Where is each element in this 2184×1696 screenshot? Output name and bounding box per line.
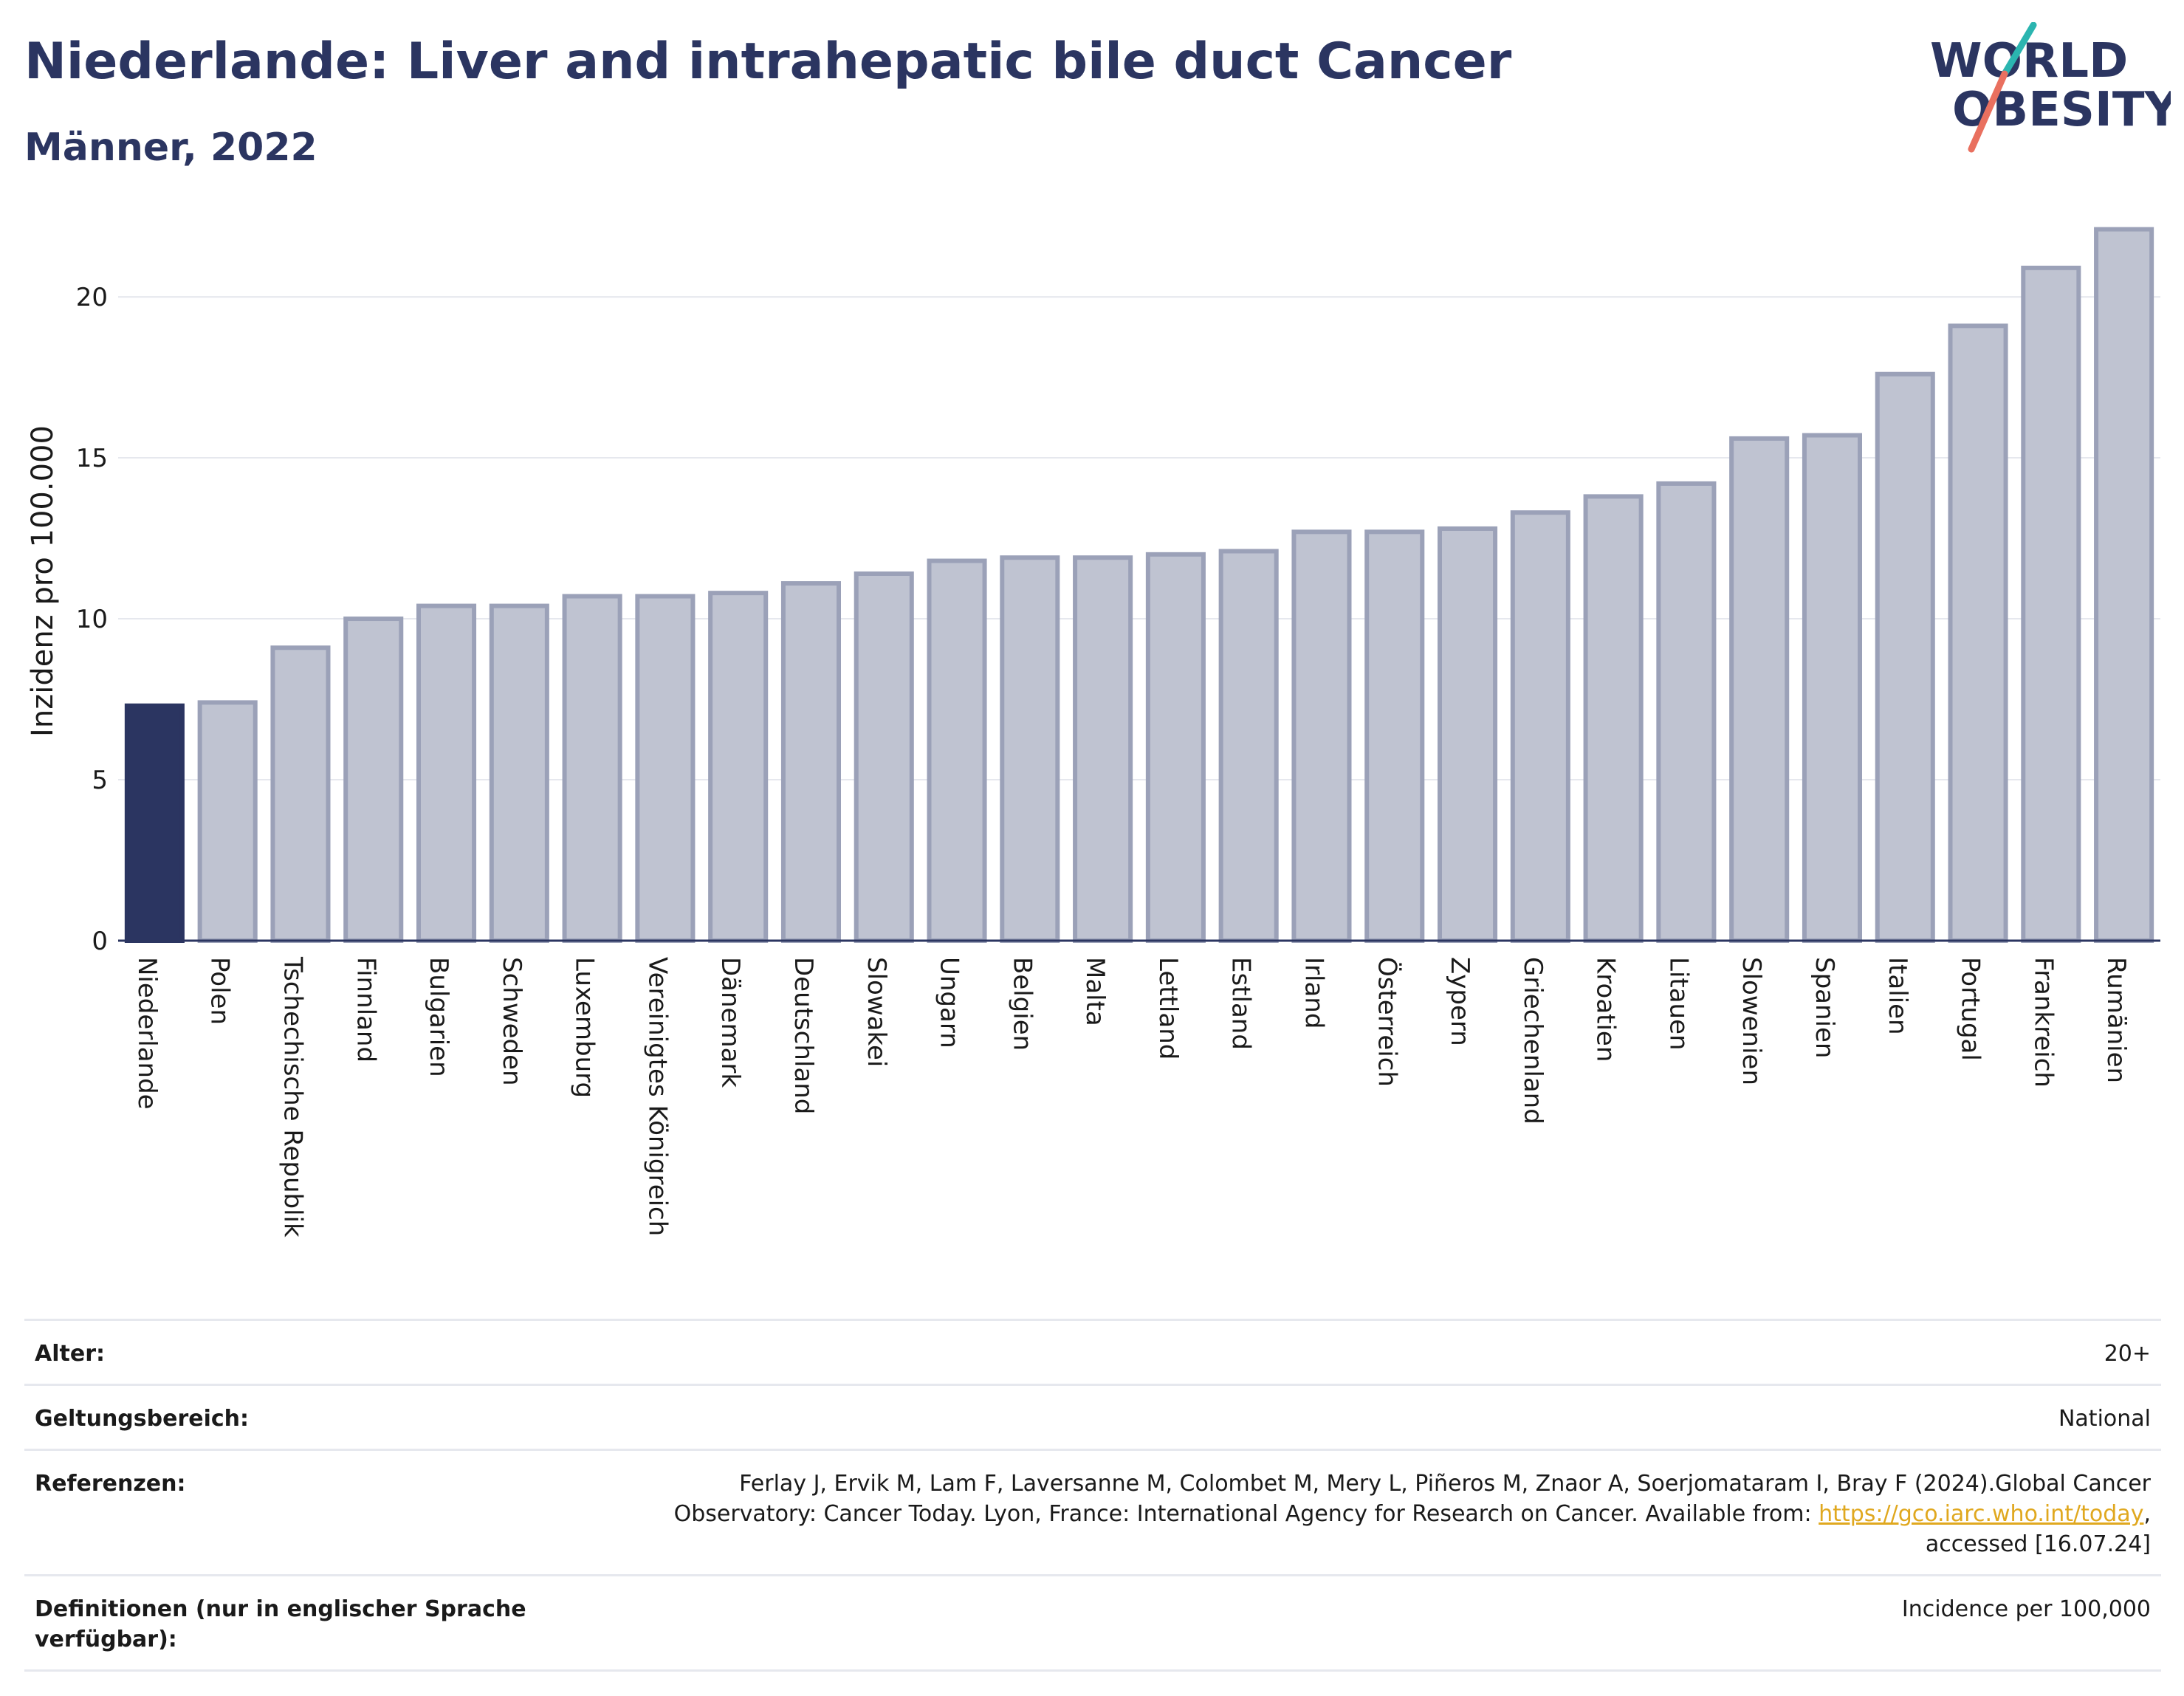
bar-griechenland [1510, 510, 1570, 943]
bar-spanien [1802, 433, 1863, 943]
x-tick-label: Polen [205, 957, 235, 1025]
x-tick-label: Estland [1226, 957, 1256, 1050]
bar-portugal [1948, 323, 2008, 943]
reference-line-2-end: , [2143, 1501, 2151, 1527]
bar-deutschland [780, 581, 842, 943]
info-label-references: Referenzen: [35, 1471, 186, 1497]
bar-belgien [1000, 555, 1060, 943]
bar-litauen [1656, 481, 1717, 943]
x-tick-label: Dänemark [715, 957, 745, 1088]
logo-slash-bottom [1968, 70, 2008, 153]
info-value-definitions: Incidence per 100,000 [1901, 1596, 2151, 1622]
y-tick-label: 20 [76, 283, 108, 312]
info-label-scope: Geltungsbereich: [35, 1406, 250, 1432]
bar-bulgarien [416, 603, 477, 943]
bar-dänemark [708, 591, 769, 943]
y-tick-layer: 0 5 10 15 20 [76, 283, 108, 956]
x-tick-label: Rumänien [2101, 957, 2131, 1083]
y-tick-label: 10 [76, 605, 108, 634]
bar-kroatien [1583, 494, 1644, 943]
info-value-scope: National [2058, 1406, 2151, 1432]
info-row-definitions: Definitionen (nur in englischer Sprache … [24, 1574, 2161, 1672]
x-tick-label: Griechenland [1518, 957, 1548, 1125]
x-tick-label: Malta [1080, 957, 1110, 1026]
x-tick-label: Slowenien [1737, 957, 1766, 1085]
x-tick-label: Spanien [1810, 957, 1839, 1058]
x-tick-label: Zypern [1445, 957, 1474, 1046]
bar-slowenien [1729, 436, 1790, 943]
bar-niederlande [124, 703, 185, 943]
bar-vereinigtes-königreich [635, 594, 696, 943]
x-tick-label: Frankreich [2028, 957, 2058, 1088]
bar-irland [1291, 529, 1352, 943]
bar-estland [1218, 549, 1279, 943]
bar-schweden [489, 603, 549, 943]
world-obesity-logo: WORLD OBESITY [1930, 22, 2171, 153]
y-axis-title: Inzidenz pro 100.000 [26, 425, 60, 737]
bar-ungarn [927, 558, 987, 943]
bar-malta [1073, 555, 1133, 943]
x-tick-label: Italien [1883, 957, 1912, 1035]
page-subtitle: Männer, 2022 [24, 126, 317, 170]
x-tick-label: Schweden [497, 957, 526, 1086]
info-value-references: Ferlay J, Ervik M, Lam F, Laversanne M, … [552, 1469, 2151, 1559]
x-tick-label: Deutschland [789, 957, 818, 1114]
x-tick-label: Bulgarien [424, 957, 453, 1077]
bar-layer [124, 227, 2154, 944]
x-tick-label: Luxemburg [570, 957, 600, 1098]
reference-line-2: Observatory: Cancer Today. Lyon, France:… [673, 1501, 1819, 1527]
reference-line-3: accessed [16.07.24] [1925, 1531, 2151, 1557]
x-tick-layer: Niederlande Polen Tschechische Republik Fin… [132, 956, 2131, 1237]
info-row-scope: Geltungsbereich: National [24, 1384, 2161, 1449]
reference-link[interactable]: https://gco.iarc.who.int/today [1819, 1501, 2144, 1527]
x-tick-label: Niederlande [132, 957, 162, 1110]
bar-österreich [1364, 529, 1425, 943]
bar-finnland [343, 617, 404, 943]
bar-frankreich [2021, 265, 2081, 944]
page-title: Niederlande: Liver and intrahepatic bile… [24, 32, 1512, 91]
x-tick-label: Finnland [351, 957, 380, 1062]
reference-line-1: Ferlay J, Ervik M, Lam F, Laversanne M, … [739, 1471, 2151, 1497]
bar-rumänien [2094, 227, 2154, 944]
info-row-age: Alter: 20+ [24, 1319, 2161, 1384]
x-tick-label: Slowakei [862, 957, 891, 1067]
y-tick-label: 15 [76, 444, 108, 473]
x-tick-label: Vereinigtes Königreich [642, 957, 672, 1236]
x-tick-label: Tschechische Republik [278, 956, 307, 1237]
logo-text-line1: WORLD [1930, 34, 2128, 89]
bar-polen [197, 700, 258, 944]
x-tick-label: Lettland [1153, 957, 1183, 1060]
y-tick-label: 5 [92, 766, 108, 795]
bar-lettland [1145, 552, 1206, 943]
bar-chart: 0 5 10 15 20 Niederlande Polen Tschechische Re… [26, 227, 2160, 1237]
x-tick-label: Belgien [1007, 957, 1037, 1051]
bar-slowakei [854, 571, 914, 943]
x-tick-label: Kroatien [1591, 957, 1621, 1062]
x-tick-label: Irland [1299, 957, 1328, 1029]
info-label-age: Alter: [35, 1341, 105, 1367]
x-tick-label: Litauen [1663, 957, 1693, 1051]
bar-luxemburg [562, 594, 622, 943]
bar-italien [1875, 371, 1935, 943]
x-tick-label: Portugal [1956, 957, 1985, 1061]
y-tick-label: 0 [92, 927, 108, 956]
info-value-age: 20+ [2104, 1341, 2151, 1367]
bar-tschechische-republik [270, 645, 331, 943]
logo-slash-top [2001, 22, 2037, 78]
info-table: Alter: 20+ Geltungsbereich: National Ref… [24, 1319, 2161, 1672]
x-tick-label: Ungarn [935, 957, 964, 1048]
bar-zypern [1437, 526, 1498, 943]
info-row-references: Referenzen: Ferlay J, Ervik M, Lam F, La… [24, 1449, 2161, 1574]
x-tick-label: Österreich [1372, 957, 1402, 1087]
info-label-definitions: Definitionen (nur in englischer Sprache … [35, 1596, 526, 1652]
